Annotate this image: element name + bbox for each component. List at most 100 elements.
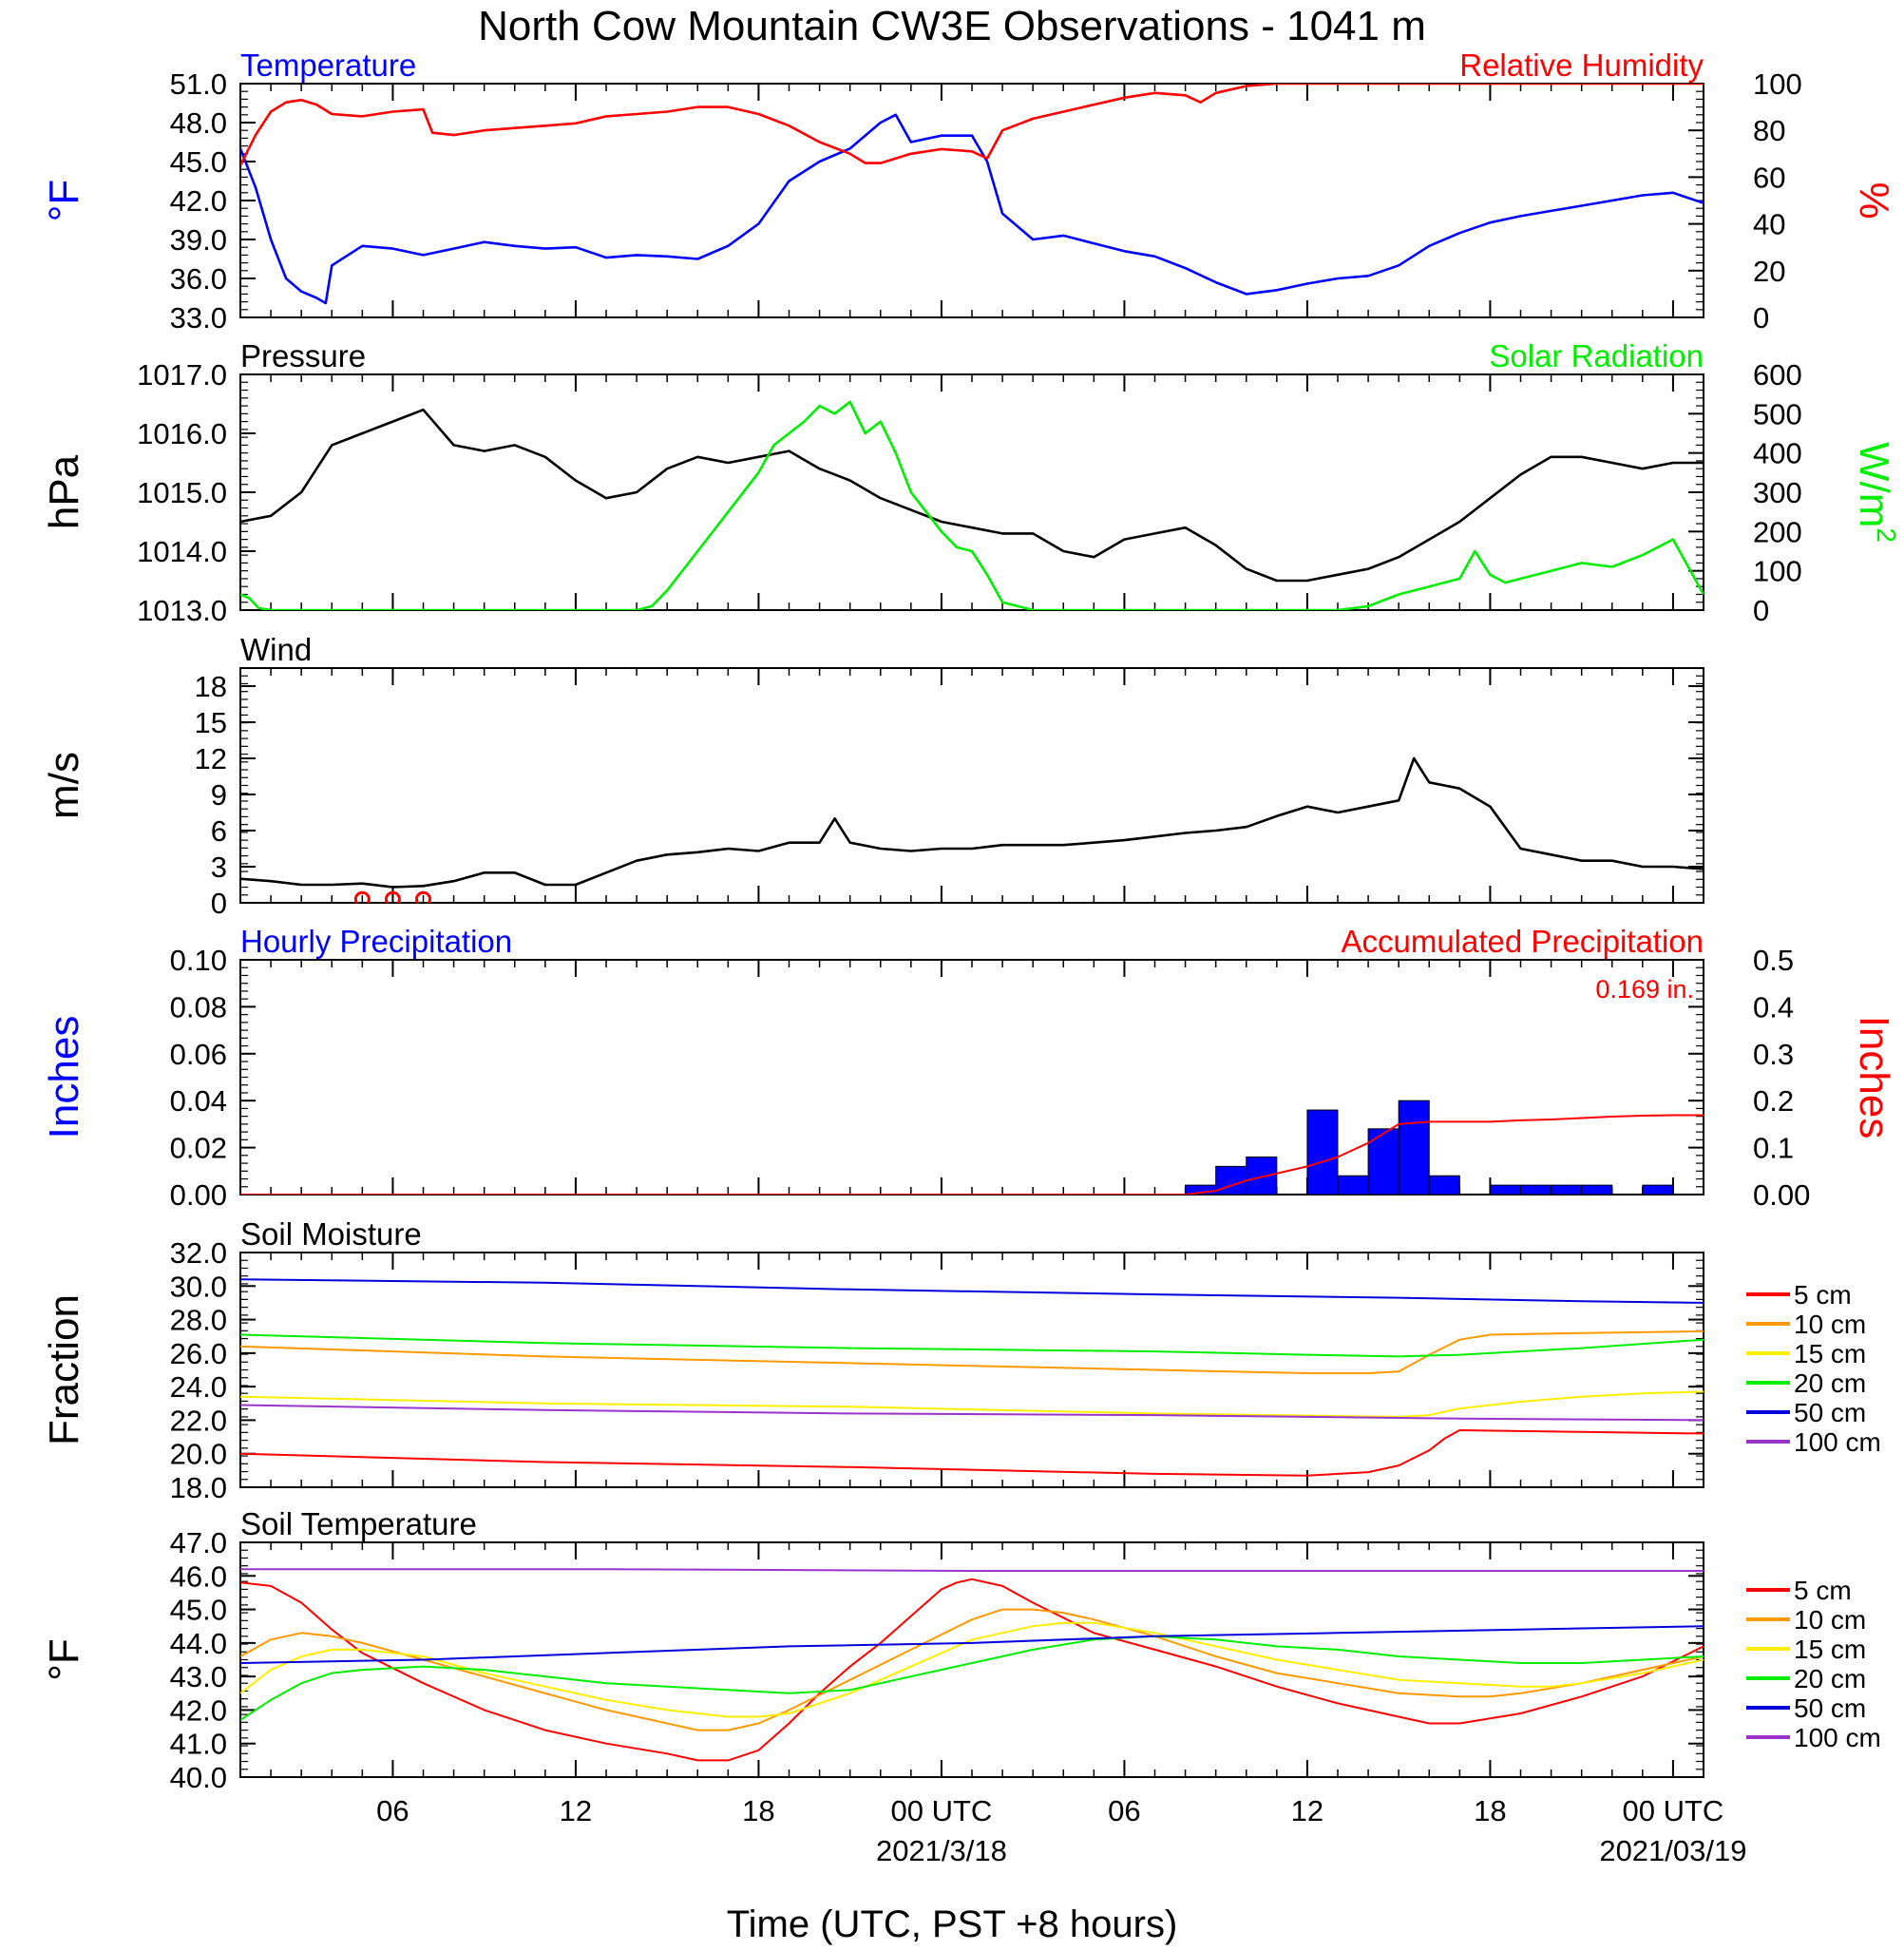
y-left-tick-label: 41.0 (170, 1728, 227, 1761)
y-left-tick-label: 1017.0 (137, 358, 227, 392)
legend-label: 15 cm (1794, 1339, 1866, 1368)
calm-wind-marker (415, 890, 431, 903)
panel-plot-area (240, 1278, 1704, 1477)
panel-plot-area (240, 1568, 1704, 1762)
y-right-tick-label: 0.3 (1753, 1038, 1794, 1071)
y-left-tick-label: 1014.0 (137, 535, 227, 568)
y-right-tick-label: 400 (1753, 437, 1802, 470)
series-line-1 (240, 756, 1704, 889)
y-left-tick-label: 45.0 (170, 1594, 227, 1627)
y-left-axis-title: m/s (41, 752, 87, 819)
y-left-tick-label: 1016.0 (137, 417, 227, 450)
panel-left-label: Soil Temperature (240, 1506, 477, 1541)
y-left-axis-title: hPa (41, 454, 87, 529)
y-left-axis-title: °F (41, 180, 87, 221)
y-right-tick-label: 300 (1753, 476, 1802, 509)
precip-bar (1520, 1184, 1552, 1195)
series-line-1 (240, 1429, 1704, 1477)
y-left-tick-label: 45.0 (170, 145, 227, 179)
series-line-6 (240, 1404, 1704, 1422)
panel-left-label: Soil Moisture (240, 1216, 422, 1252)
y-left-tick-label: 1013.0 (137, 594, 227, 627)
y-right-tick-label: 0.1 (1753, 1132, 1794, 1165)
y-left-axis-title: °F (41, 1638, 87, 1680)
panel-plot-area (240, 1100, 1704, 1195)
precip-bar (1306, 1109, 1339, 1195)
y-left-axis-title: Fraction (41, 1294, 87, 1445)
y-right-axis-title: Inches (1851, 1016, 1897, 1139)
x-tick-label: 18 (742, 1794, 774, 1827)
y-right-tick-label: 0.2 (1753, 1084, 1794, 1118)
precip-bar (1489, 1184, 1521, 1195)
y-right-tick-label: 0 (1753, 594, 1769, 627)
panel-2: 1013.0 1014.0 1015.0 1016.0 1017.0 0 100 200 300… (41, 338, 1901, 627)
panel-left-label: Pressure (240, 338, 366, 373)
y-left-axis-title: Inches (41, 1016, 87, 1139)
y-right-tick-label: 0.00 (1753, 1178, 1810, 1212)
series-line-4 (240, 1635, 1704, 1721)
panel-right-label: Accumulated Precipitation (1341, 924, 1704, 959)
y-left-tick-label: 48.0 (170, 106, 227, 140)
y-left-tick-label: 30.0 (170, 1270, 227, 1303)
y-right-axis-title: W/m2 (1851, 442, 1901, 543)
y-left-tick-label: 46.0 (170, 1559, 227, 1593)
series-line-2 (240, 84, 1704, 166)
series-line-1 (240, 1114, 1704, 1195)
panel-plot-area (240, 756, 1704, 903)
y-left-tick-label: 9 (211, 778, 227, 812)
legend-label: 50 cm (1794, 1693, 1866, 1723)
y-left-tick-label: 0.02 (170, 1132, 227, 1165)
y-right-tick-label: 100 (1753, 67, 1802, 101)
x-axis-title: Time (UTC, PST +8 hours) (727, 1903, 1178, 1945)
panel-frame (239, 1252, 1704, 1488)
x-tick-date-label: 2021/3/18 (876, 1834, 1007, 1867)
y-left-tick-label: 40.0 (170, 1761, 227, 1794)
y-left-tick-label: 0 (211, 887, 227, 920)
panel-frame (239, 959, 1704, 1195)
accumulated-total-label: 0.169 in. (1595, 975, 1694, 1004)
panel-4: 0.00 0.02 0.04 0.06 0.08 0.10 0.00 0.1 0.2 0.3 0.4… (41, 924, 1897, 1212)
series-line-1 (240, 408, 1704, 583)
y-left-tick-label: 44.0 (170, 1627, 227, 1660)
y-right-tick-label: 20 (1753, 255, 1785, 288)
calm-wind-marker (353, 890, 371, 903)
y-left-tick-label: 42.0 (170, 1693, 227, 1727)
y-left-tick-label: 0.04 (170, 1084, 227, 1118)
panel-right-label: Solar Radiation (1489, 338, 1704, 373)
y-left-tick-label: 3 (211, 851, 227, 884)
y-left-tick-label: 0.10 (170, 944, 227, 977)
x-tick-label: 12 (560, 1794, 592, 1827)
panel-left-label: Wind (240, 632, 312, 667)
y-right-tick-label: 600 (1753, 358, 1802, 392)
x-tick-label: 00 UTC (1623, 1794, 1724, 1827)
precip-bar (1428, 1175, 1460, 1195)
y-right-tick-label: 500 (1753, 397, 1802, 430)
y-left-tick-label: 0.00 (170, 1178, 227, 1212)
panel-left-label: Hourly Precipitation (240, 924, 512, 959)
y-right-tick-label: 60 (1753, 161, 1785, 194)
x-tick-label: 18 (1474, 1794, 1506, 1827)
y-left-tick-label: 39.0 (170, 223, 227, 257)
y-left-tick-label: 51.0 (170, 67, 227, 101)
legend-label: 50 cm (1794, 1398, 1866, 1427)
x-tick-date-label: 2021/03/19 (1599, 1834, 1746, 1867)
series-line-3 (240, 1621, 1704, 1718)
y-right-tick-label: 80 (1753, 114, 1785, 147)
series-line-2 (240, 1608, 1704, 1731)
y-right-tick-label: 0 (1753, 301, 1769, 335)
panel-plot-area (240, 400, 1704, 610)
y-left-tick-label: 12 (195, 742, 227, 775)
y-left-tick-label: 22.0 (170, 1404, 227, 1437)
panel-frame (239, 1541, 1704, 1778)
y-left-tick-label: 24.0 (170, 1370, 227, 1404)
legend-label: 10 cm (1794, 1605, 1866, 1635)
y-right-tick-label: 200 (1753, 515, 1802, 548)
y-right-axis-title: % (1851, 182, 1897, 219)
panel-frame (239, 667, 1704, 904)
series-line-6 (240, 1568, 1704, 1572)
precip-bar (1398, 1100, 1430, 1195)
series-line-5 (240, 1278, 1704, 1304)
